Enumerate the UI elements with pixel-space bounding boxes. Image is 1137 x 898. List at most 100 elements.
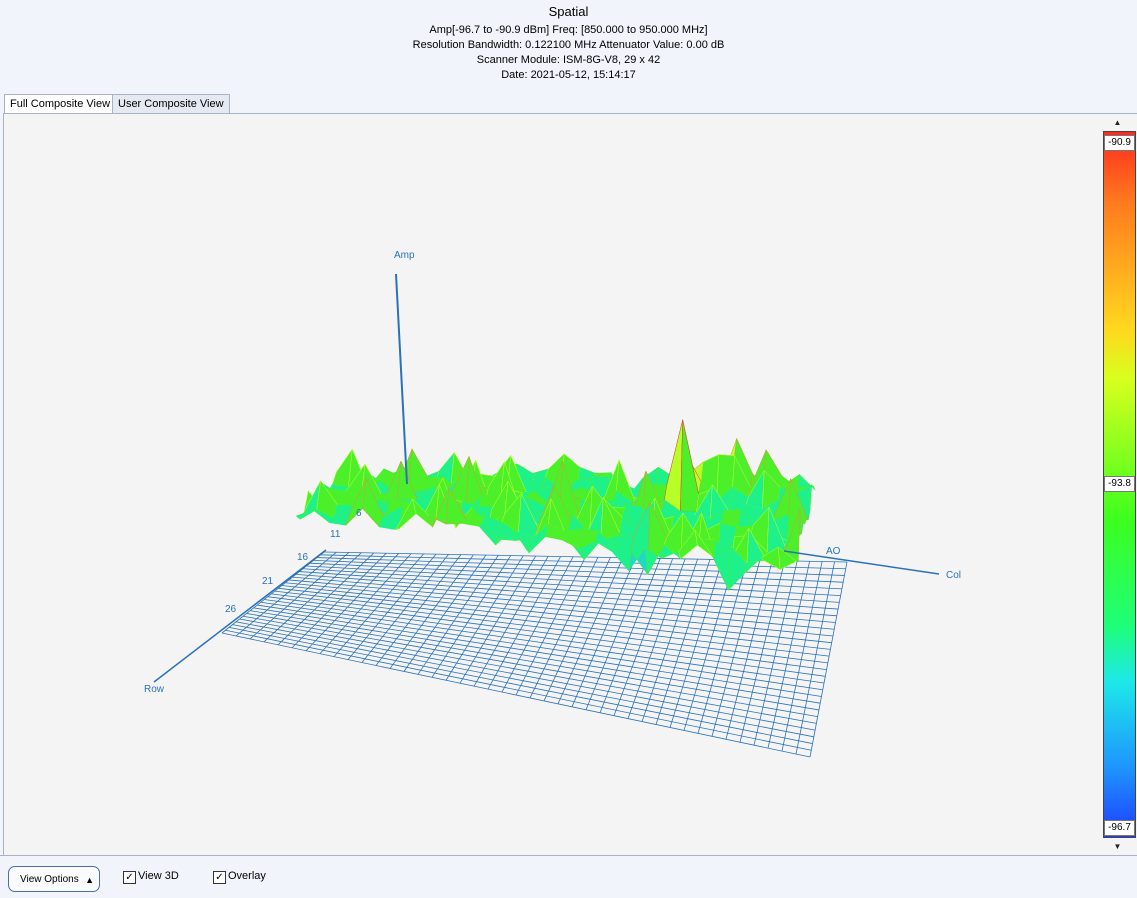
grid-line-row <box>271 593 828 664</box>
grid-line-row <box>309 562 842 590</box>
grid-line-col <box>445 555 524 681</box>
row-tick-6: 6 <box>356 508 362 519</box>
grid-line-col <box>529 557 599 699</box>
grid-line-col <box>641 559 698 722</box>
grid-line-col <box>781 561 823 752</box>
grid-line-row <box>264 599 826 677</box>
floor-grid <box>221 551 848 758</box>
row-tick-26: 26 <box>225 604 237 615</box>
grid-line-row <box>239 618 817 724</box>
view-options-label: View Options <box>20 874 79 885</box>
grid-line-row <box>225 629 812 751</box>
colorbar-min-label: -96.7 <box>1104 820 1135 836</box>
scale-down-arrow-icon[interactable]: ▼ <box>1113 842 1122 851</box>
grid-line-col <box>263 552 362 643</box>
grid-line-row <box>295 573 837 617</box>
grid-line-col <box>795 561 835 755</box>
grid-line-row <box>250 610 821 704</box>
view-options-button[interactable]: View Options ▲ <box>8 866 100 892</box>
grid-line-col <box>683 559 736 731</box>
grid-line-col <box>739 560 786 743</box>
grid-line-col <box>809 561 848 758</box>
col-axis-line <box>783 550 940 575</box>
colorbar-mid-label: -93.8 <box>1104 476 1135 492</box>
amplitude-surface <box>295 419 816 591</box>
grid-line-col <box>305 553 400 651</box>
grid-line-row <box>235 621 816 731</box>
grid-line-col <box>725 560 773 740</box>
grid-line-col <box>557 557 624 705</box>
grid-line-row <box>257 604 823 691</box>
colorbar-max-label: -90.9 <box>1104 135 1135 151</box>
surface-facet <box>680 419 699 513</box>
amp-axis-line <box>395 273 408 485</box>
grid-line-col <box>319 553 412 654</box>
col-tick-ao: AO <box>826 546 841 557</box>
grid-line-col <box>277 552 375 646</box>
axes: Amp Row Col 6 11 16 21 26 AO <box>144 250 961 695</box>
grid-line-row <box>243 615 818 718</box>
window-title: Spatial <box>548 4 589 19</box>
grid-line-col <box>753 560 798 746</box>
grid-line-row <box>253 607 822 697</box>
amp-axis-label: Amp <box>394 250 415 261</box>
tab-user-composite-view[interactable]: User Composite View <box>112 94 230 113</box>
grid-line-col <box>767 561 811 749</box>
grid-line-row <box>288 579 835 630</box>
row-tick-21: 21 <box>262 576 274 587</box>
grid-line-col <box>571 557 636 707</box>
grid-line-col <box>403 554 487 672</box>
grid-line-col <box>655 559 711 725</box>
grid-line-col <box>599 558 661 713</box>
grid-line-col <box>585 558 649 710</box>
grid-line-col <box>459 555 537 684</box>
grid-line-row <box>260 601 825 684</box>
grid-line-col <box>333 553 424 657</box>
grid-line-row <box>232 624 814 738</box>
surface-facet <box>777 546 798 570</box>
grid-line-col <box>249 552 350 640</box>
grid-line-row <box>267 596 827 670</box>
col-axis-label: Col <box>946 570 961 581</box>
scale-up-arrow-icon[interactable]: ▲ <box>1113 118 1122 127</box>
grid-line-row <box>246 613 819 711</box>
tab-full-composite-view[interactable]: Full Composite View <box>4 94 117 114</box>
spatial-3d-plot[interactable]: Amp Row Col 6 11 16 21 26 AO <box>3 113 1137 856</box>
row-tick-11: 11 <box>330 529 341 540</box>
grid-line-col <box>235 551 337 637</box>
grid-line-row <box>316 557 845 576</box>
triangle-up-icon: ▲ <box>85 875 94 885</box>
grid-line-col <box>515 556 586 696</box>
surface-plot-canvas[interactable]: Amp Row Col 6 11 16 21 26 AO <box>4 114 1099 856</box>
grid-line-row <box>274 590 830 657</box>
bottom-toolbar: View Options ▲ ✓ View 3D ✓ Overlay <box>0 855 1137 898</box>
grid-line-row <box>221 632 811 758</box>
view-3d-checkbox[interactable]: ✓ <box>123 871 136 884</box>
grid-line-row <box>285 582 834 637</box>
grid-line-row <box>278 587 831 650</box>
grid-line-col <box>697 559 748 734</box>
grid-line-row <box>281 585 832 644</box>
row-axis-line <box>153 549 327 683</box>
surface-facet <box>561 528 582 549</box>
header: Spatial Amp[-96.7 to -90.9 dBm] Freq: [8… <box>0 0 1137 94</box>
view-3d-label: View 3D <box>138 870 179 882</box>
grid-line-col <box>473 556 549 687</box>
bandwidth-info: Resolution Bandwidth: 0.122100 MHz Atten… <box>412 39 725 51</box>
grid-line-col <box>711 560 761 737</box>
overlay-checkbox[interactable]: ✓ <box>213 871 226 884</box>
grid-line-row <box>228 627 813 744</box>
grid-line-col <box>389 554 474 669</box>
grid-line-col <box>375 554 462 666</box>
scanner-module-info: Scanner Module: ISM-8G-V8, 29 x 42 <box>476 54 661 66</box>
grid-line-col <box>417 555 499 675</box>
date-info: Date: 2021-05-12, 15:14:17 <box>501 69 636 81</box>
row-axis-label: Row <box>144 684 165 695</box>
grid-line-row <box>320 554 846 570</box>
grid-line-col <box>431 555 512 678</box>
grid-line-col <box>613 558 674 716</box>
overlay-label: Overlay <box>228 870 266 882</box>
grid-line-row <box>302 568 840 603</box>
grid-line-row <box>299 571 839 610</box>
grid-line-col <box>543 557 611 702</box>
